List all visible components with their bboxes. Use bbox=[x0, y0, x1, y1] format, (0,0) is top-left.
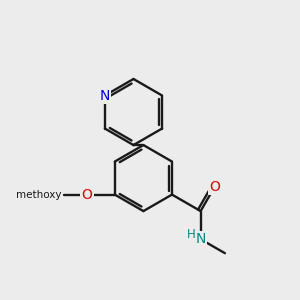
Text: methoxy: methoxy bbox=[16, 190, 62, 200]
Text: O: O bbox=[81, 188, 92, 202]
Text: O: O bbox=[209, 180, 220, 194]
Text: H: H bbox=[187, 228, 196, 241]
Text: N: N bbox=[195, 232, 206, 246]
Text: N: N bbox=[100, 88, 110, 103]
